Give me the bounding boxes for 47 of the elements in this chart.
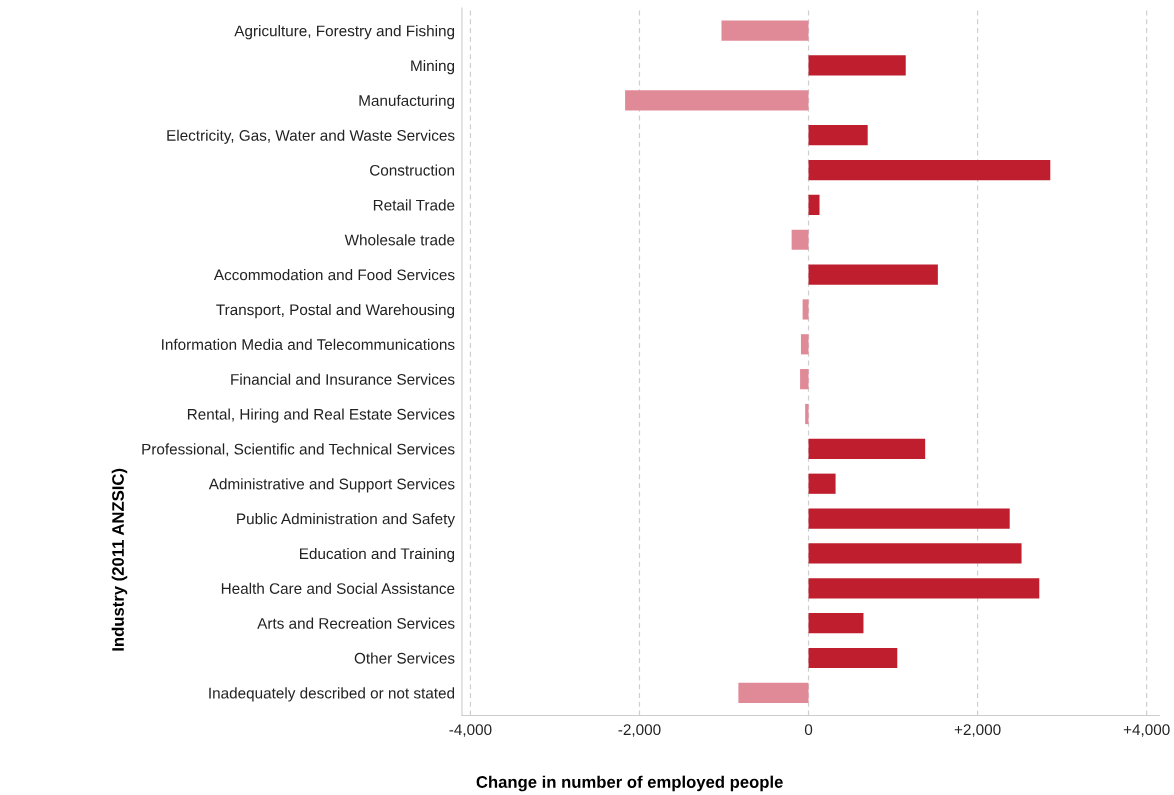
x-tick-label: +4,000: [1123, 724, 1170, 737]
bar: [808, 264, 938, 285]
y-tick-label: Transport, Postal and Warehousing: [216, 303, 455, 319]
y-tick-label: Electricity, Gas, Water and Waste Services: [167, 129, 455, 144]
bar: [738, 682, 809, 703]
y-tick-label: Health Care and Social Assistance: [221, 582, 455, 594]
bar: [721, 20, 809, 41]
y-tick-label: Arts and Recreation Services: [257, 617, 455, 629]
y-tick-label: Information Media and Telecommunications: [162, 338, 455, 350]
bar: [808, 613, 864, 634]
bar: [808, 508, 1010, 529]
bar: [808, 194, 820, 215]
bar: [791, 229, 809, 250]
y-tick-label: Accommodation and Food Services: [213, 269, 455, 281]
y-tick-label: Financial and Insurance Services: [231, 373, 455, 385]
bar: [808, 473, 836, 494]
y-tick-label: Other Services: [354, 652, 455, 664]
x-tick-label: -2,000: [618, 724, 661, 737]
y-axis-title: Industry (2011 ANZSIC): [111, 468, 128, 651]
y-tick-label: Construction: [370, 164, 455, 176]
x-tick-label: +2,000: [954, 724, 1001, 737]
bar: [808, 578, 1040, 599]
bar: [800, 369, 809, 390]
bar: [808, 159, 1051, 181]
bar: [808, 125, 868, 146]
bar: [808, 438, 926, 459]
bar: [802, 299, 809, 320]
y-tick-label: Inadequately described or not stated: [209, 687, 455, 702]
bar: [800, 334, 809, 355]
y-tick-label: Agriculture, Forestry and Fishing: [234, 25, 455, 40]
x-axis-title: Change in number of employed people: [476, 775, 783, 792]
bar: [808, 647, 898, 669]
y-tick-label: Education and Training: [300, 547, 455, 563]
y-tick-label: Rental, Hiring and Real Estate Services: [187, 408, 455, 423]
bar: [625, 90, 809, 111]
y-tick-label: Wholesale trade: [344, 234, 455, 246]
x-tick-label: -4,000: [449, 724, 492, 737]
y-tick-label: Mining: [411, 59, 455, 75]
y-tick-label: Professional, Scientific and Technical Services: [142, 443, 455, 457]
y-tick-label: Manufacturing: [359, 94, 455, 110]
y-tick-label: Public Administration and Safety: [237, 513, 456, 528]
x-tick-label: 0: [804, 724, 813, 736]
y-tick-label: Administrative and Support Services: [208, 478, 455, 493]
bar: [805, 403, 809, 425]
bar: [808, 543, 1022, 564]
y-tick-label: Retail Trade: [373, 199, 455, 211]
bar: [808, 55, 906, 76]
